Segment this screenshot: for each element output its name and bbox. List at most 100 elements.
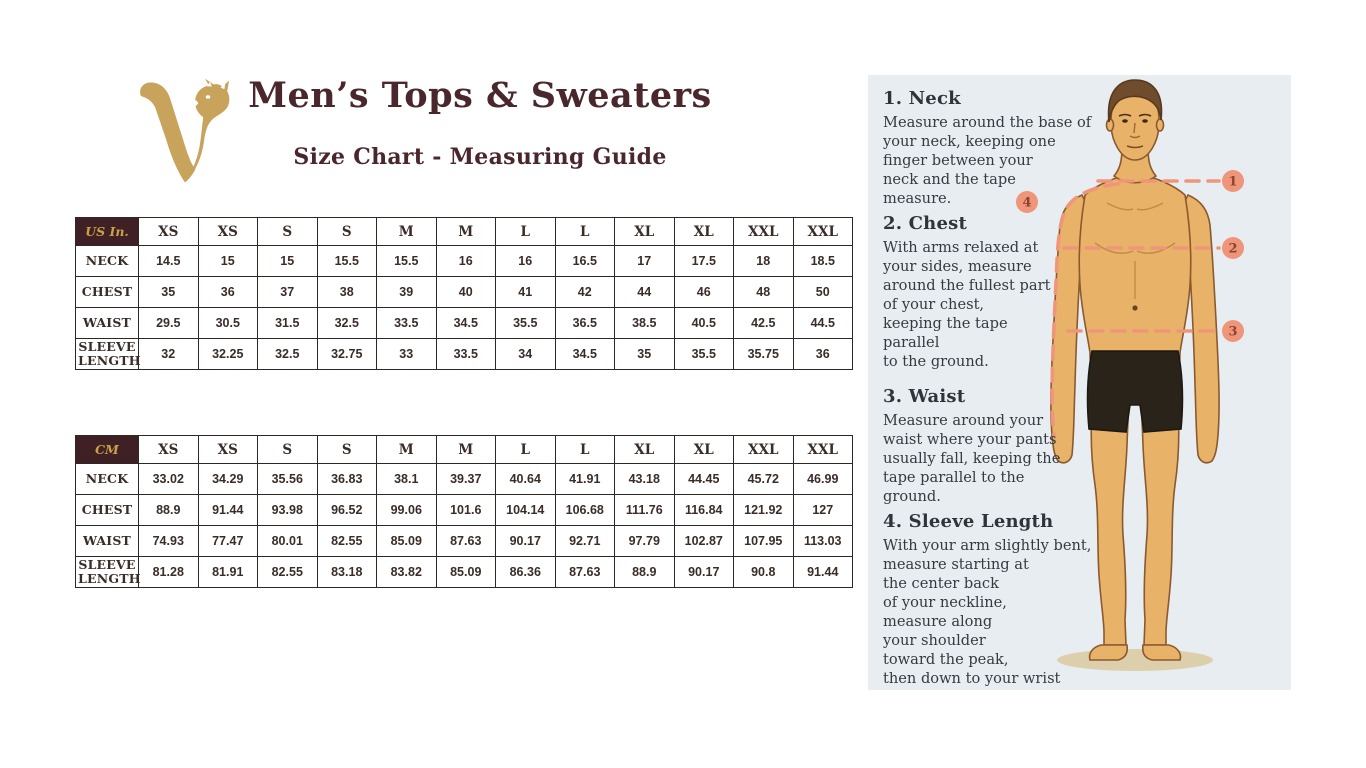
measurement-value-cell: 82.55: [257, 556, 318, 588]
guide-body-sleeve-length: With your arm slightly bent, measure sta…: [883, 537, 1092, 687]
measurement-label-cell: SLEEVE LENGTH: [75, 338, 141, 370]
measurement-value-cell: 82.55: [316, 525, 377, 557]
measurement-value-cell: 15.5: [316, 245, 377, 277]
measure-lines: [1050, 179, 1221, 437]
header-titles: Men’s Tops & Sweaters Size Chart - Measu…: [230, 75, 730, 171]
measurement-value-cell: 97.79: [614, 525, 675, 557]
guide-body-neck: Measure around the base of your neck, ke…: [883, 114, 1092, 207]
unit-label-cell: US In.: [75, 217, 139, 246]
measurement-value-cell: 80.01: [257, 525, 318, 557]
measurement-value-cell: 45.72: [733, 463, 794, 495]
measurement-value-cell: 83.18: [316, 556, 377, 588]
table-row: NECK 14.5 15 15 15.5 15.5 16 16 16.5 17 17.5 18 18.5: [75, 245, 853, 277]
measurement-value-cell: 111.76: [614, 494, 675, 526]
measurement-value-cell: 36.83: [316, 463, 377, 495]
size-header-cell: L: [495, 217, 556, 246]
size-header-cell: S: [257, 217, 318, 246]
measurement-value-cell: 81.91: [197, 556, 258, 588]
measurement-value-cell: 96.52: [316, 494, 377, 526]
measurement-value-cell: 35.56: [257, 463, 318, 495]
measurement-value-cell: 42: [554, 276, 615, 308]
size-header-cell: XS: [138, 217, 199, 246]
guide-heading-sleeve-length: 4. Sleeve Length: [883, 511, 1054, 532]
page-subtitle: Size Chart - Measuring Guide: [293, 144, 667, 171]
guide-section-waist: 3. Waist Measure around your waist where…: [883, 386, 1098, 506]
marker-circle-1: [1222, 170, 1244, 192]
measurement-value-cell: 16: [435, 245, 496, 277]
guide-body-chest: With arms relaxed at your sides, measure…: [883, 239, 1051, 370]
measurement-value-cell: 40.64: [495, 463, 556, 495]
measurement-label-cell: CHEST: [75, 494, 139, 526]
measurement-value-cell: 33.5: [376, 307, 437, 339]
size-header-cell: M: [435, 217, 496, 246]
measurement-value-cell: 37: [257, 276, 318, 308]
measurement-label-cell: CHEST: [75, 276, 139, 308]
measurement-value-cell: 44: [614, 276, 675, 308]
size-header-cell: XL: [614, 217, 675, 246]
measurement-value-cell: 41.91: [554, 463, 615, 495]
measurement-value-cell: 86.36: [495, 556, 556, 588]
measurement-label-cell: NECK: [75, 245, 139, 277]
size-header-cell: L: [554, 217, 615, 246]
measurement-value-cell: 39.37: [435, 463, 496, 495]
size-header-cell: XS: [197, 217, 258, 246]
measurement-value-cell: 127: [792, 494, 853, 526]
size-header-cell: XL: [673, 217, 734, 246]
measurement-value-cell: 74.93: [138, 525, 199, 557]
measurement-value-cell: 40: [435, 276, 496, 308]
table-row: CHEST 88.9 91.44 93.98 96.52 99.06 101.6 104.14…: [75, 494, 853, 526]
measurement-value-cell: 92.71: [554, 525, 615, 557]
measurement-value-cell: 38: [316, 276, 377, 308]
size-header-cell: XL: [673, 435, 734, 464]
measurement-value-cell: 91.44: [792, 556, 853, 588]
measurement-value-cell: 101.6: [435, 494, 496, 526]
page-title: Men’s Tops & Sweaters: [248, 75, 712, 116]
measurement-value-cell: 35.5: [495, 307, 556, 339]
measurement-value-cell: 107.95: [733, 525, 794, 557]
size-header-cell: L: [554, 435, 615, 464]
marker-number-2: 2: [1228, 242, 1237, 257]
measurement-value-cell: 116.84: [673, 494, 734, 526]
measurement-value-cell: 42.5: [733, 307, 794, 339]
measurement-value-cell: 35.5: [673, 338, 734, 370]
sleeve-measure-line: [1050, 182, 1120, 437]
table-row: WAIST 74.93 77.47 80.01 82.55 85.09 87.63 90.17…: [75, 525, 853, 557]
table-row: NECK 33.02 34.29 35.56 36.83 38.1 39.37 40.64 41…: [75, 463, 853, 495]
measurement-value-cell: 34.5: [554, 338, 615, 370]
measurement-value-cell: 88.9: [614, 556, 675, 588]
marker-circle-3: [1222, 320, 1244, 342]
measurement-value-cell: 35: [614, 338, 675, 370]
measurement-value-cell: 88.9: [138, 494, 199, 526]
measurement-label-cell: SLEEVE LENGTH: [75, 556, 141, 588]
measurement-value-cell: 46.99: [792, 463, 853, 495]
guide-heading-neck: 1. Neck: [883, 88, 961, 109]
measurement-value-cell: 34: [495, 338, 556, 370]
size-header-cell: XXL: [733, 435, 794, 464]
size-table-cm: CM XS XS S S M M L L XL XL XXL XXL NECK 33.02 34.29 35.5…: [75, 435, 853, 588]
table-row: WAIST 29.5 30.5 31.5 32.5 33.5 34.5 35.5 36.5 38.…: [75, 307, 853, 339]
marker-number-4: 4: [1022, 196, 1031, 211]
measurement-value-cell: 15.5: [376, 245, 437, 277]
measurement-value-cell: 90.8: [733, 556, 794, 588]
measurement-value-cell: 33: [376, 338, 437, 370]
size-header-cell: S: [316, 435, 377, 464]
measurement-value-cell: 32.75: [316, 338, 377, 370]
measurement-value-cell: 46: [673, 276, 734, 308]
measurement-label-cell: WAIST: [75, 307, 139, 339]
unit-label-cell: CM: [75, 435, 139, 464]
measurement-value-cell: 40.5: [673, 307, 734, 339]
measurement-value-cell: 41: [495, 276, 556, 308]
measurement-value-cell: 87.63: [554, 556, 615, 588]
measurement-value-cell: 29.5: [138, 307, 199, 339]
measurement-value-cell: 85.09: [435, 556, 496, 588]
measurement-value-cell: 14.5: [138, 245, 199, 277]
measurement-value-cell: 36: [792, 338, 853, 370]
marker-circle-4: [1016, 191, 1038, 213]
measurement-value-cell: 90.17: [495, 525, 556, 557]
measurement-value-cell: 15: [257, 245, 318, 277]
guide-section-chest: 2. Chest With arms relaxed at your sides…: [883, 213, 1098, 371]
measurement-value-cell: 32: [138, 338, 199, 370]
measurement-value-cell: 104.14: [495, 494, 556, 526]
measurement-value-cell: 77.47: [197, 525, 258, 557]
measurement-value-cell: 44.5: [792, 307, 853, 339]
